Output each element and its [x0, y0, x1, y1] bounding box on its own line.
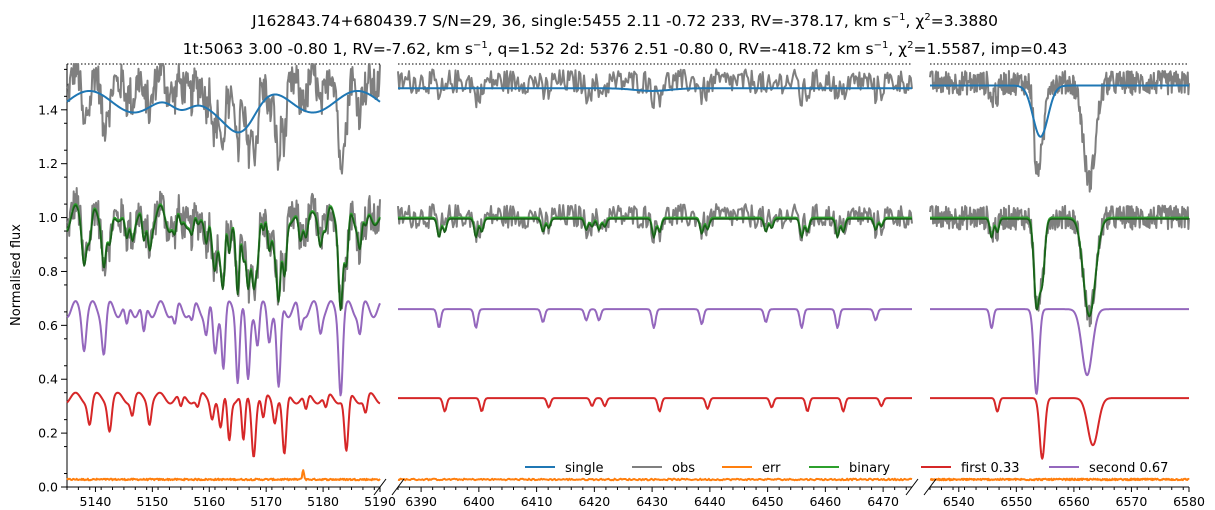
x-tick-label: 5190: [364, 494, 396, 509]
x-tick-label: 6400: [463, 494, 495, 509]
x-tick-label: 6580: [1173, 494, 1205, 509]
series-binary-overlay: [398, 218, 912, 239]
legend: single obs err binary first 0.33 second 0.67: [525, 461, 1168, 476]
y-axis-label: Normalised flux: [9, 224, 24, 326]
series-err: [66, 469, 381, 482]
series-binary-overlay: [929, 218, 1190, 318]
legend-label: single: [565, 461, 604, 476]
series-second: [66, 300, 381, 397]
break-mark: [905, 478, 919, 496]
series-first: [929, 397, 1190, 460]
x-tick-label: 6550: [1000, 494, 1032, 509]
series-second: [929, 308, 1190, 395]
series-obs: [66, 186, 381, 310]
series-err: [929, 477, 1190, 482]
series-second: [398, 308, 912, 330]
y-tick-label: 0.0: [38, 480, 58, 495]
y-tick-label: 0.2: [38, 426, 58, 441]
x-tick-label: 6570: [1116, 494, 1148, 509]
legend-label: first 0.33: [961, 461, 1019, 476]
y-tick-label: 1.4: [38, 102, 58, 117]
series-obs-upper: [929, 69, 1190, 193]
break-mark: [373, 478, 387, 496]
x-tick-label: 6390: [405, 494, 437, 509]
chart-title-line2: 1t:5063 3.00 -0.80 1, RV=-7.62, km s−1, …: [183, 40, 1068, 58]
break-mark: [923, 478, 937, 496]
series-obs-upper: [66, 63, 381, 175]
x-tick-label: 6410: [521, 494, 553, 509]
chart-title-line1: J162843.74+680439.7 S/N=29, 36, single:5…: [251, 12, 998, 30]
panel-1: 5140 5150 5160 5170 5180 5190: [66, 63, 396, 509]
legend-label: second 0.67: [1089, 461, 1168, 476]
legend-label: obs: [672, 461, 695, 476]
series-err: [397, 477, 913, 482]
plot-panels: 5140 5150 5160 5170 5180 5190 6390 6400 6410 6420…: [66, 63, 1205, 509]
series-single: [929, 84, 1190, 138]
axis-break-marks: [373, 478, 937, 496]
panel-3: 6540 6550 6560 6570 6580: [929, 63, 1205, 509]
x-tick-label: 6540: [943, 494, 975, 509]
x-tick-label: 5160: [193, 494, 225, 509]
x-tick-label: 6560: [1058, 494, 1090, 509]
y-tick-label: 0.8: [38, 264, 58, 279]
series-binary: [929, 216, 1190, 317]
legend-label: err: [762, 461, 781, 476]
x-tick-label: 6440: [694, 494, 726, 509]
y-axis: 0.0 0.2 0.4 0.6 0.8 1.0 1.2 1.4: [38, 64, 68, 495]
x-tick-label: 6470: [867, 494, 899, 509]
y-tick-label: 0.6: [38, 318, 58, 333]
panel-2: 6390 6400 6410 6420 6430 6440 6450 6460 6470: [397, 63, 913, 509]
x-tick-label: 5180: [307, 494, 339, 509]
break-mark: [391, 478, 405, 496]
legend-label: binary: [849, 461, 890, 476]
series-first: [398, 397, 912, 413]
series-binary-overlay: [66, 204, 381, 312]
series-obs: [929, 204, 1190, 328]
y-tick-label: 1.0: [38, 210, 58, 225]
x-tick-label: 6420: [578, 494, 610, 509]
x-tick-label: 6460: [809, 494, 841, 509]
x-tick-label: 5150: [136, 494, 168, 509]
series-single: [66, 89, 381, 134]
series-obs-upper: [397, 68, 913, 110]
y-tick-label: 0.4: [38, 372, 58, 387]
x-tick-label: 6450: [752, 494, 784, 509]
series-single: [398, 87, 912, 92]
series-first: [66, 391, 381, 458]
y-tick-label: 1.2: [38, 156, 58, 171]
x-tick-label: 6430: [636, 494, 668, 509]
x-tick-label: 5170: [250, 494, 282, 509]
x-tick-label: 5140: [80, 494, 112, 509]
